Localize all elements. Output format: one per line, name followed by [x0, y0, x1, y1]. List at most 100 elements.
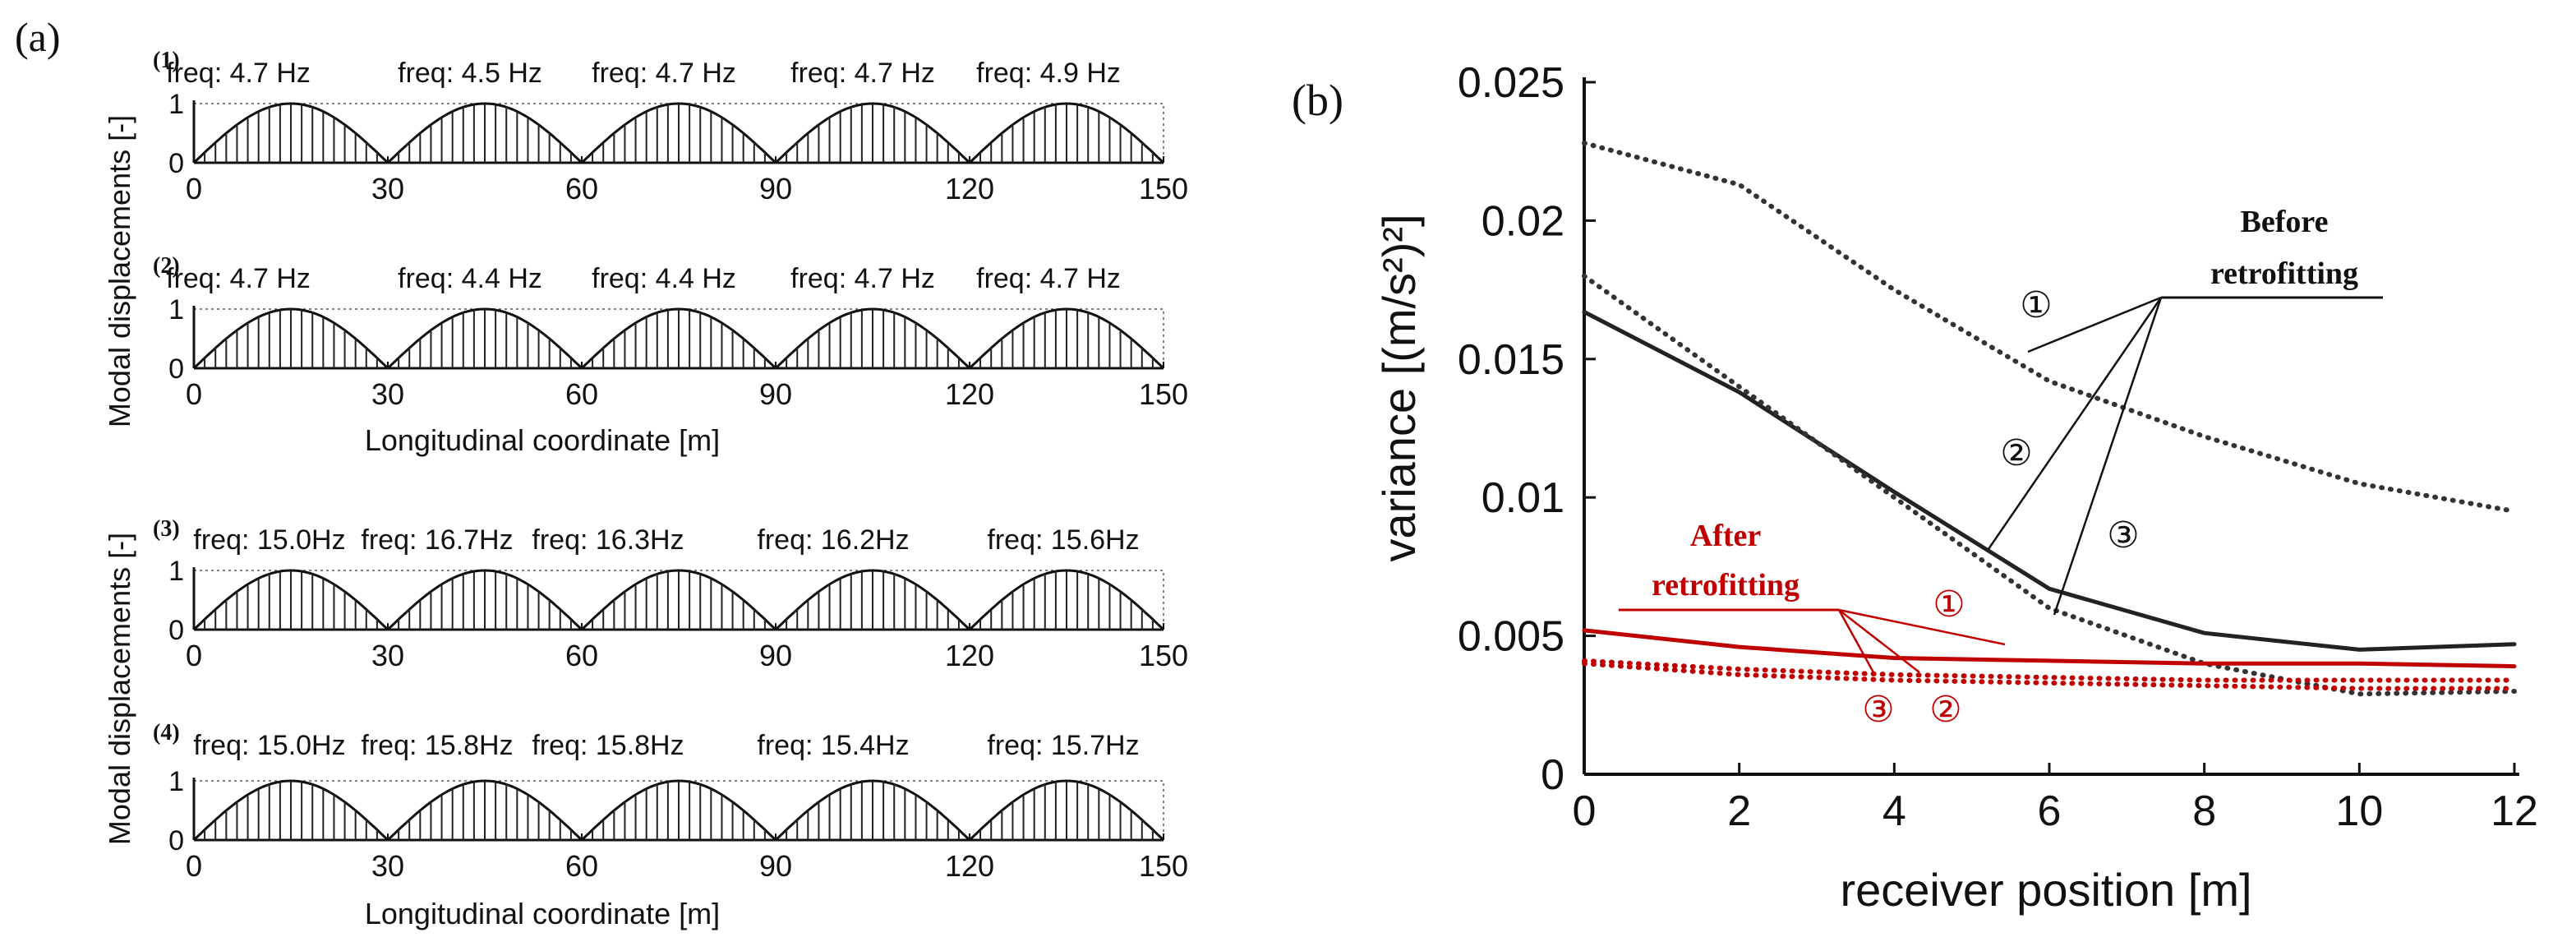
row3-freq-4: freq: 16.2Hz	[757, 524, 909, 556]
row3-ytick-1: 1	[168, 556, 184, 587]
panel-a-label: (a)	[15, 14, 61, 60]
panel-b-axes: 0 0.005 0.01 0.015 0.02 0.025 0 2 4 6 8 10 12	[1458, 59, 2538, 835]
ann-before-circle-1: ①	[2020, 285, 2052, 325]
panel-b-xtick-2: 2	[1727, 787, 1751, 835]
row2-xtick-90: 90	[759, 377, 792, 411]
row4-mode-plot: 0 1 0 30 60 90 120 150	[168, 766, 1188, 883]
row1-ytick-1: 1	[168, 89, 184, 120]
row1-freq-4: freq: 4.7 Hz	[790, 58, 935, 89]
panel-b-series-2	[1582, 310, 2517, 652]
ann-before-circle-3: ③	[2107, 515, 2139, 556]
panel-b-ytick-1: 0.005	[1458, 613, 1564, 661]
row4-freq-4: freq: 15.4Hz	[757, 730, 909, 761]
panel-b-ytick-3: 0.015	[1458, 336, 1564, 384]
panel-b-xtick-10: 10	[2335, 787, 2383, 835]
ann-after-leader-2	[1837, 609, 1875, 673]
row2-ytick-1: 1	[168, 294, 184, 325]
ann-after-leader-1	[1838, 608, 2006, 646]
group2-ylabel: Modal displacements [-]	[103, 533, 136, 845]
row4-xtick-30: 30	[371, 849, 404, 883]
ann-after-leader-3	[1838, 609, 1920, 673]
row1-ytick-0: 0	[168, 148, 184, 179]
row3-xtick-150: 150	[1139, 639, 1188, 672]
row3-ytick-0: 0	[168, 615, 184, 646]
group1-xlabel: Longitudinal coordinate [m]	[365, 423, 720, 457]
row2-freq-1: freq: 4.7 Hz	[166, 263, 311, 294]
row2-xtick-150: 150	[1139, 377, 1188, 411]
row1-xtick-120: 120	[945, 172, 994, 205]
row1-freq-2: freq: 4.5 Hz	[398, 58, 542, 89]
panel-b-xtick-0: 0	[1573, 787, 1597, 835]
row4-ytick-0: 0	[168, 825, 184, 856]
panel-b-label: (b)	[1292, 76, 1343, 125]
row4-xtick-150: 150	[1139, 849, 1188, 883]
row2-xtick-120: 120	[945, 377, 994, 411]
row3-xtick-90: 90	[759, 639, 792, 672]
row2-ytick-0: 0	[168, 353, 184, 385]
panel-b-series	[1582, 141, 2517, 697]
row1-xtick-150: 150	[1139, 172, 1188, 205]
ann-before-leader-1	[2027, 296, 2162, 353]
ann-before-leader-2	[1987, 297, 2163, 550]
panel-b-ytick-2: 0.01	[1482, 474, 1564, 522]
row2-xtick-30: 30	[371, 377, 404, 411]
row2-mode-plot: 0 1 0 30 60 90 120 150	[168, 294, 1188, 411]
row3-freq-3: freq: 16.3Hz	[532, 524, 684, 556]
row2-tag: (2)	[153, 253, 180, 279]
row3-mode-plot: 0 1 0 30 60 90 120 150	[168, 556, 1188, 672]
row2-freq-3: freq: 4.4 Hz	[592, 263, 736, 294]
ann-after-circle-2: ②	[1929, 690, 1961, 730]
ann-before-line2: retrofitting	[2210, 256, 2358, 291]
panel-b-xtick-6: 6	[2038, 787, 2062, 835]
panel-b-series-5	[1582, 658, 2517, 683]
panel-b-series-4	[1582, 628, 2517, 669]
row4-tag: (4)	[153, 720, 180, 746]
panel-b: (b) variance [(m/s²)²] receiver position…	[1292, 59, 2538, 916]
row3-xtick-60: 60	[565, 639, 598, 672]
row4-freq-2: freq: 15.8Hz	[361, 730, 513, 761]
row3-xtick-0: 0	[186, 639, 202, 672]
group1-ylabel: Modal displacements [-]	[103, 115, 136, 427]
row4-ytick-1: 1	[168, 766, 184, 797]
panel-b-ytick-5: 0.025	[1458, 59, 1564, 107]
panel-b-xtick-12: 12	[2491, 787, 2538, 835]
row2-xtick-0: 0	[186, 377, 202, 411]
row3-tag: (3)	[153, 516, 180, 542]
row3-freq-1: freq: 15.0Hz	[193, 524, 345, 556]
row1-xtick-0: 0	[186, 172, 202, 205]
ann-before-line1: Before	[2241, 205, 2329, 239]
row4-xtick-90: 90	[759, 849, 792, 883]
row2-freq-2: freq: 4.4 Hz	[398, 263, 542, 294]
row3-freq-2: freq: 16.7Hz	[361, 524, 513, 556]
row1-xtick-60: 60	[565, 172, 598, 205]
group2-xlabel: Longitudinal coordinate [m]	[365, 897, 720, 930]
row4-xtick-0: 0	[186, 849, 202, 883]
row1-mode-plot: 0 1 0 30 60 90 120 150	[168, 89, 1188, 205]
ann-before-leader-3	[2053, 297, 2163, 616]
panel-a: (a) Modal displacements [-] Longitudinal…	[15, 14, 1188, 930]
row1-freq-1: freq: 4.7 Hz	[166, 58, 311, 89]
row4-freq-5: freq: 15.7Hz	[987, 730, 1139, 761]
row2-freq-5: freq: 4.7 Hz	[976, 263, 1121, 294]
ann-after-circle-1: ①	[1933, 584, 1965, 625]
row4-freq-3: freq: 15.8Hz	[532, 730, 684, 761]
row2-xtick-60: 60	[565, 377, 598, 411]
ann-after-line1: After	[1690, 519, 1762, 553]
row3-xtick-120: 120	[945, 639, 994, 672]
panel-b-xtick-8: 8	[2192, 787, 2216, 835]
panel-b-ytick-0: 0	[1541, 751, 1564, 799]
row3-xtick-30: 30	[371, 639, 404, 672]
ann-before-circle-2: ②	[2000, 433, 2032, 473]
panel-b-xtick-4: 4	[1882, 787, 1906, 835]
panel-b-series-1	[1582, 141, 2517, 514]
row1-tag: (1)	[153, 48, 180, 73]
panel-b-ytick-4: 0.02	[1482, 197, 1564, 245]
row4-freq-1: freq: 15.0Hz	[193, 730, 345, 761]
row2-freq-4: freq: 4.7 Hz	[790, 263, 935, 294]
panel-b-ylabel: variance [(m/s²)²]	[1373, 214, 1425, 561]
row3-freq-5: freq: 15.6Hz	[987, 524, 1139, 556]
panel-b-series-3	[1582, 273, 2517, 697]
ann-after-circle-3: ③	[1862, 690, 1894, 730]
row1-freq-3: freq: 4.7 Hz	[592, 58, 736, 89]
